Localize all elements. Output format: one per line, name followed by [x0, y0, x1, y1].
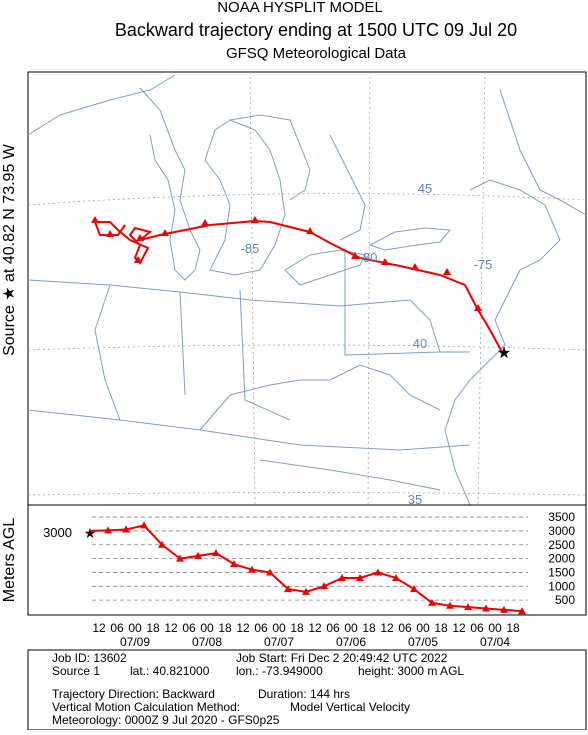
height-marker [500, 605, 508, 613]
x-tick-label: 00 [416, 621, 430, 635]
x-tick-label: 00 [272, 621, 286, 635]
x-tick-label: 12 [236, 621, 250, 635]
x-tick-label: 12 [308, 621, 322, 635]
grid-label: 45 [418, 181, 432, 196]
footer-text: Duration: 144 hrs [258, 687, 350, 701]
x-tick-label: 12 [452, 621, 466, 635]
height-marker [176, 554, 184, 562]
height-marker [104, 526, 112, 534]
footer-text: Source 1 [52, 664, 100, 678]
x-tick-label: 06 [470, 621, 484, 635]
x-tick-label: 00 [200, 621, 214, 635]
height-marker [122, 525, 130, 533]
y-tick-label: 2000 [548, 552, 575, 566]
profile-axis-label: Meters AGL [1, 518, 18, 603]
y-tick-label: 1500 [548, 565, 575, 579]
trajectory-markers [91, 216, 482, 311]
date-label: 07/06 [336, 635, 366, 649]
y-tick-label: 3500 [548, 510, 575, 524]
x-tick-label: 18 [218, 621, 232, 635]
height-marker [248, 565, 256, 573]
height-marker [302, 587, 310, 595]
footer-text: height: 3000 m AGL [358, 664, 464, 678]
height-marker [464, 603, 472, 611]
footer-text: lon.: -73.949000 [236, 664, 323, 678]
date-label: 07/04 [480, 635, 510, 649]
map-outlines [27, 74, 587, 506]
height-marker [356, 574, 364, 581]
x-tick-label: 06 [254, 621, 268, 635]
x-tick-label: 18 [434, 621, 448, 635]
height-marker [410, 585, 418, 593]
x-tick-label: 12 [164, 621, 178, 635]
footer-text: Trajectory Direction: Backward [52, 687, 215, 701]
x-tick-label: 12 [380, 621, 394, 635]
height-marker [446, 601, 454, 609]
date-label: 07/07 [264, 635, 294, 649]
height-marker [320, 582, 328, 590]
x-tick-label: 18 [290, 621, 304, 635]
graticule [27, 71, 587, 506]
height-marker [158, 540, 166, 548]
height-marker [428, 598, 436, 606]
x-tick-label: 00 [344, 621, 358, 635]
height-marker [230, 560, 238, 568]
title-line: NOAA HYSPLIT MODEL [217, 0, 383, 16]
height-marker [338, 574, 346, 581]
source-star: ★ [497, 345, 511, 362]
grid-label: -75 [474, 257, 493, 272]
grid-label: -80 [359, 250, 378, 265]
footer-text: Vertical Motion Calculation Method: [52, 700, 240, 714]
footer: Job ID: 13602 Job Start: Fri Dec 2 20:49… [52, 651, 464, 727]
x-tick-label: 00 [488, 621, 502, 635]
x-tick-label: 06 [398, 621, 412, 635]
grid-label: 35 [408, 492, 422, 507]
x-tick-label: 06 [326, 621, 340, 635]
start-height-label: 3000 [43, 525, 72, 540]
footer-text: Job Start: Fri Dec 2 20:49:42 UTC 2022 [236, 651, 448, 665]
height-marker [374, 568, 382, 576]
footer-text: Job ID: 13602 [52, 651, 127, 665]
start-star: ★ [84, 525, 97, 541]
date-label: 07/08 [192, 635, 222, 649]
footer-text: lat.: 40.821000 [130, 664, 210, 678]
x-tick-label: 00 [128, 621, 142, 635]
height-marker [284, 585, 292, 593]
height-marker [212, 549, 220, 557]
x-tick-label: 18 [362, 621, 376, 635]
footer-text: Meteorology: 0000Z 9 Jul 2020 - GFS0p25 [52, 713, 280, 727]
x-tick-label: 12 [92, 621, 106, 635]
height-marker [518, 607, 526, 615]
date-label: 07/09 [120, 635, 150, 649]
title-line: GFSQ Meteorological Data [226, 45, 407, 62]
profile-frame [27, 504, 587, 616]
x-tick-label: 06 [182, 621, 196, 635]
height-marker [194, 551, 202, 559]
trajectory-path [93, 219, 503, 353]
title-line: Backward trajectory ending at 1500 UTC 0… [115, 20, 517, 40]
x-tick-label: 18 [146, 621, 160, 635]
y-tick-label: 500 [555, 593, 575, 607]
height-marker [266, 568, 274, 576]
grid-label: 40 [413, 336, 427, 351]
x-tick-label: 06 [110, 621, 124, 635]
x-tick-label: 18 [506, 621, 520, 635]
y-tick-label: 3000 [548, 524, 575, 538]
grid-label: -85 [241, 241, 260, 256]
footer-text: Model Vertical Velocity [290, 700, 410, 714]
y-tick-label: 2500 [548, 538, 575, 552]
y-tick-label: 1000 [548, 579, 575, 593]
height-marker [482, 604, 490, 612]
date-label: 07/05 [408, 635, 438, 649]
side-label: Source ★ at 40.82 N 73.95 W [1, 143, 18, 356]
height-marker [140, 521, 148, 529]
height-marker [392, 574, 400, 581]
